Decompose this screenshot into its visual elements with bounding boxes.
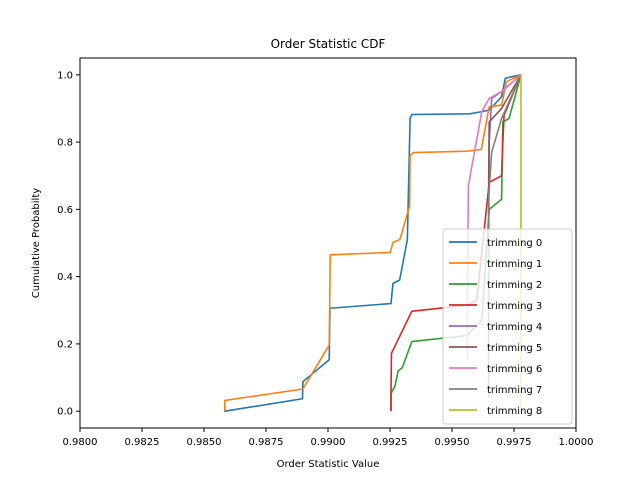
x-axis: 0.9800 0.9825 0.9850 0.9875 0.9900 0.9925 0.99…	[63, 428, 594, 448]
x-tick-label: 1.0000	[559, 437, 594, 448]
legend-label: trimming 5	[487, 343, 542, 354]
legend-label: trimming 4	[487, 322, 542, 333]
x-tick-label: 0.9850	[187, 437, 222, 448]
chart-title: Order Statistic CDF	[271, 37, 386, 51]
y-axis-label: Cumulative Probabilty	[31, 188, 42, 298]
x-tick-label: 0.9825	[125, 437, 160, 448]
x-tick-label: 0.9875	[249, 437, 284, 448]
legend-label: trimming 1	[487, 259, 542, 270]
legend-label: trimming 2	[487, 280, 542, 291]
legend: trimming 0 trimming 1 trimming 2 trimming 3…	[442, 228, 573, 425]
y-tick-label: 0.0	[57, 407, 73, 418]
x-tick-label: 0.9925	[373, 437, 408, 448]
x-tick-label: 0.9900	[311, 437, 346, 448]
legend-label: trimming 8	[487, 406, 542, 417]
x-tick-label: 0.9950	[435, 437, 470, 448]
y-tick-label: 0.4	[57, 272, 73, 283]
y-tick-label: 1.0	[57, 70, 73, 81]
legend-label: trimming 3	[487, 301, 542, 312]
y-tick-label: 0.8	[57, 138, 73, 149]
x-tick-label: 0.9800	[63, 437, 98, 448]
legend-label: trimming 7	[487, 385, 542, 396]
x-tick-label: 0.9975	[497, 437, 532, 448]
y-axis: 0.0 0.2 0.4 0.6 0.8 1.0	[57, 70, 80, 418]
legend-box	[442, 228, 573, 425]
y-tick-label: 0.6	[57, 205, 73, 216]
legend-label: trimming 0	[487, 238, 542, 249]
x-axis-label: Order Statistic Value	[277, 459, 380, 470]
y-tick-label: 0.2	[57, 339, 73, 350]
legend-label: trimming 6	[487, 364, 542, 375]
